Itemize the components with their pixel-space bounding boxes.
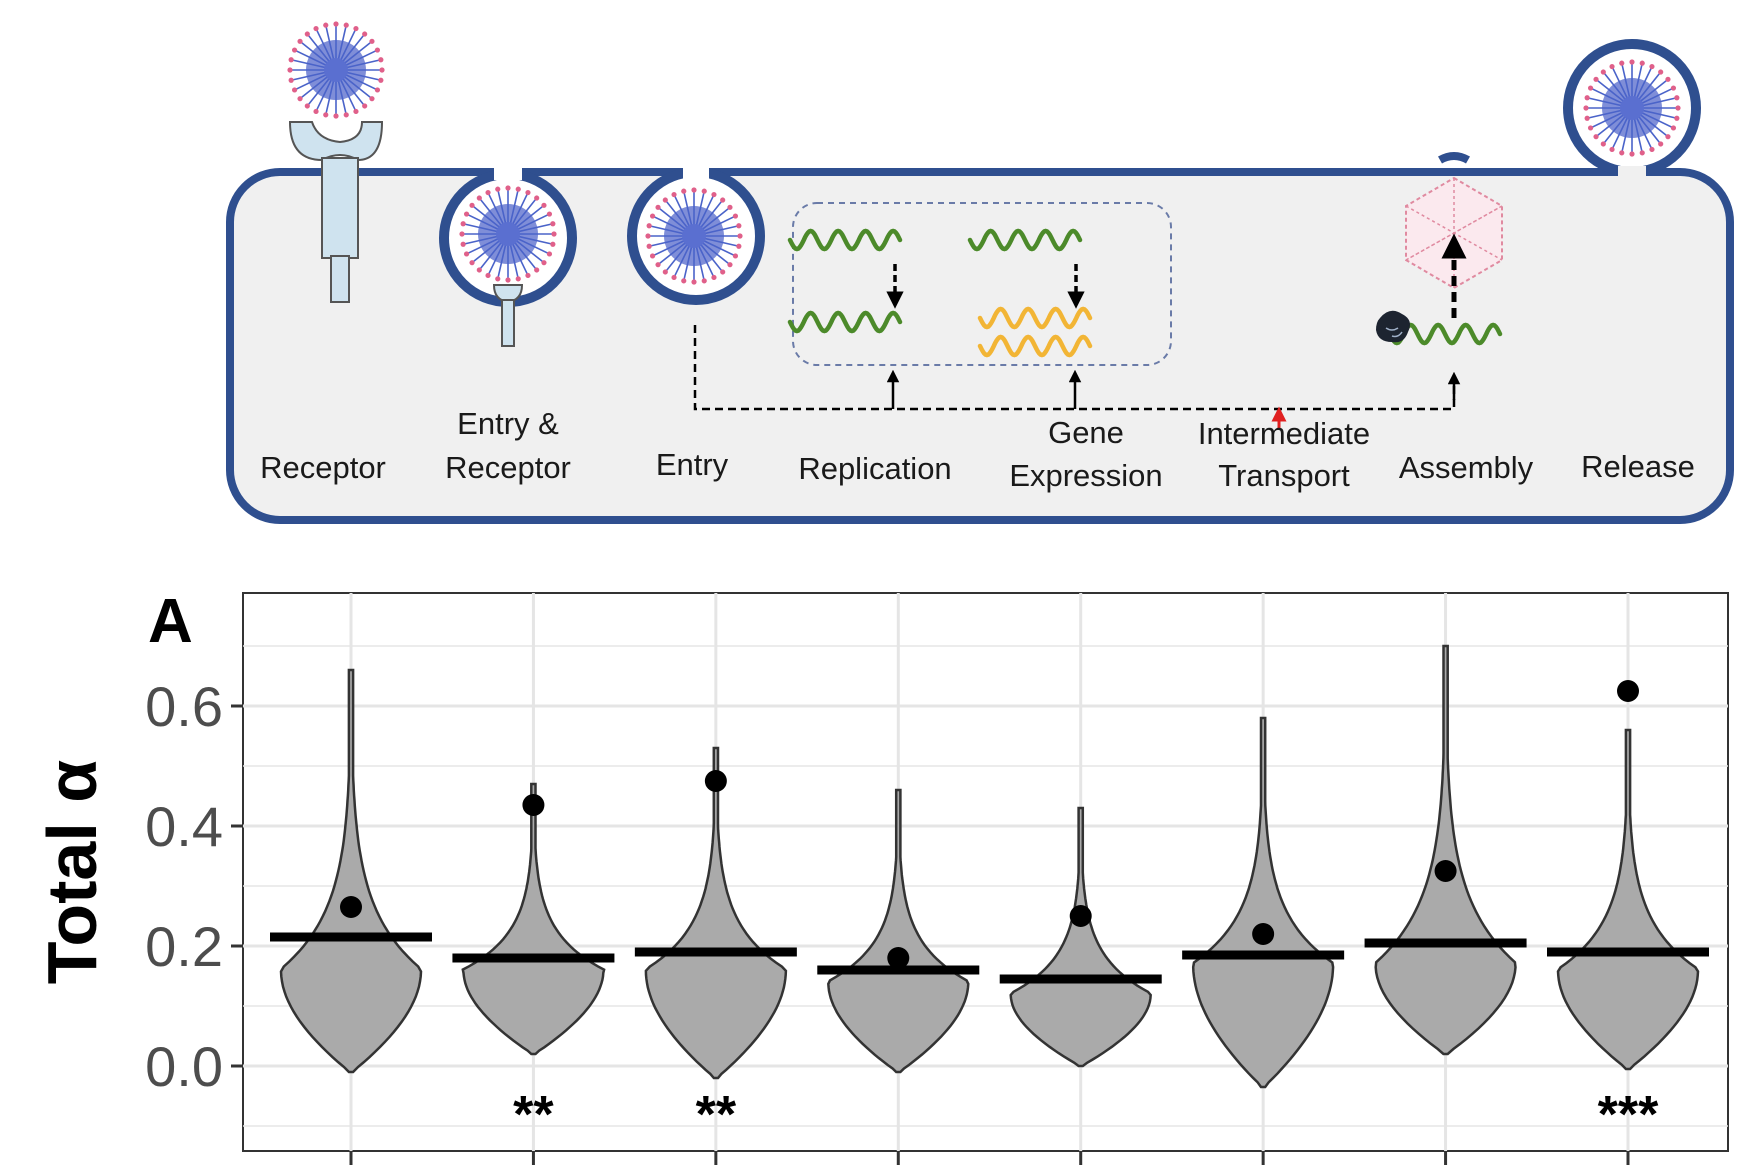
observed-point <box>1434 860 1457 882</box>
rna-strand-icon <box>977 334 1093 358</box>
observed-point <box>1617 680 1639 702</box>
violin-shape <box>644 746 788 1080</box>
observed-point <box>340 896 362 918</box>
violin-shape <box>1191 716 1335 1089</box>
observed-point <box>522 794 545 816</box>
observed-point <box>1069 905 1092 927</box>
stage-label: Receptor <box>445 450 571 485</box>
stage-label: Entry & <box>457 406 559 441</box>
violin-group: ** <box>452 782 615 1144</box>
y-axis-ticks: 0.0 0.2 0.4 0.6 <box>145 675 243 1098</box>
stage-label: Entry <box>656 447 729 482</box>
stage-labels: Receptor Entry & Receptor Entry Replication G… <box>260 406 1695 493</box>
significance-label: ** <box>513 1086 554 1144</box>
plot-panel <box>242 592 1729 1152</box>
violin-shape <box>461 782 606 1056</box>
receptor-icon <box>288 121 384 303</box>
y-tick-label: 0.2 <box>145 915 223 978</box>
significance-label: ** <box>696 1086 737 1144</box>
violin-group <box>270 668 432 1074</box>
y-tick-label: 0.6 <box>145 675 223 738</box>
violin-group <box>1182 716 1345 1089</box>
stage-label: Replication <box>798 451 951 486</box>
virus-lifecycle-diagram: Receptor Entry & Receptor Entry Replication G… <box>226 21 1734 524</box>
violin-group <box>1364 644 1527 1056</box>
endosome-icon <box>627 160 765 305</box>
violin-group: *** <box>1547 680 1709 1144</box>
endosome-with-receptor-icon <box>439 160 577 347</box>
violin-shape <box>827 788 970 1074</box>
rna-strand-icon <box>787 310 903 334</box>
violin-chart: ** ** *** 0.00.20.40.6 A Total α <box>33 587 1729 1165</box>
significance-label: *** <box>1598 1086 1659 1144</box>
violin-shape <box>1374 644 1517 1056</box>
y-tick-label: 0.4 <box>145 795 223 858</box>
observed-point <box>1252 923 1275 945</box>
rna-strand-icon <box>787 228 903 252</box>
stage-label: Intermediate <box>1198 416 1370 451</box>
violins: ** ** *** <box>270 644 1709 1144</box>
violin-group: ** <box>634 746 797 1144</box>
x-axis-ticks <box>349 1151 1630 1165</box>
stage-label: Gene <box>1048 415 1124 450</box>
observed-point <box>887 947 910 969</box>
stage-label: Assembly <box>1399 450 1534 485</box>
stage-label: Receptor <box>260 450 386 485</box>
y-tick-label: 0.0 <box>145 1035 223 1098</box>
stage-label: Expression <box>1009 458 1162 493</box>
observed-point <box>704 770 727 792</box>
replication-compartment <box>792 202 1172 366</box>
virus-particle-icon <box>287 21 385 119</box>
stage-label: Transport <box>1218 458 1350 493</box>
rna-strand-icon <box>977 306 1093 330</box>
panel-label: A <box>148 587 193 656</box>
stage-label: Release <box>1581 449 1695 484</box>
capsid-icon <box>1405 176 1503 290</box>
protein-icon <box>1376 310 1410 343</box>
rna-strand-icon <box>967 228 1083 252</box>
y-axis-label: Total α <box>33 760 111 985</box>
budding-virus-icon <box>1438 39 1701 180</box>
violin-group <box>817 788 980 1074</box>
violin-group <box>999 806 1162 1068</box>
